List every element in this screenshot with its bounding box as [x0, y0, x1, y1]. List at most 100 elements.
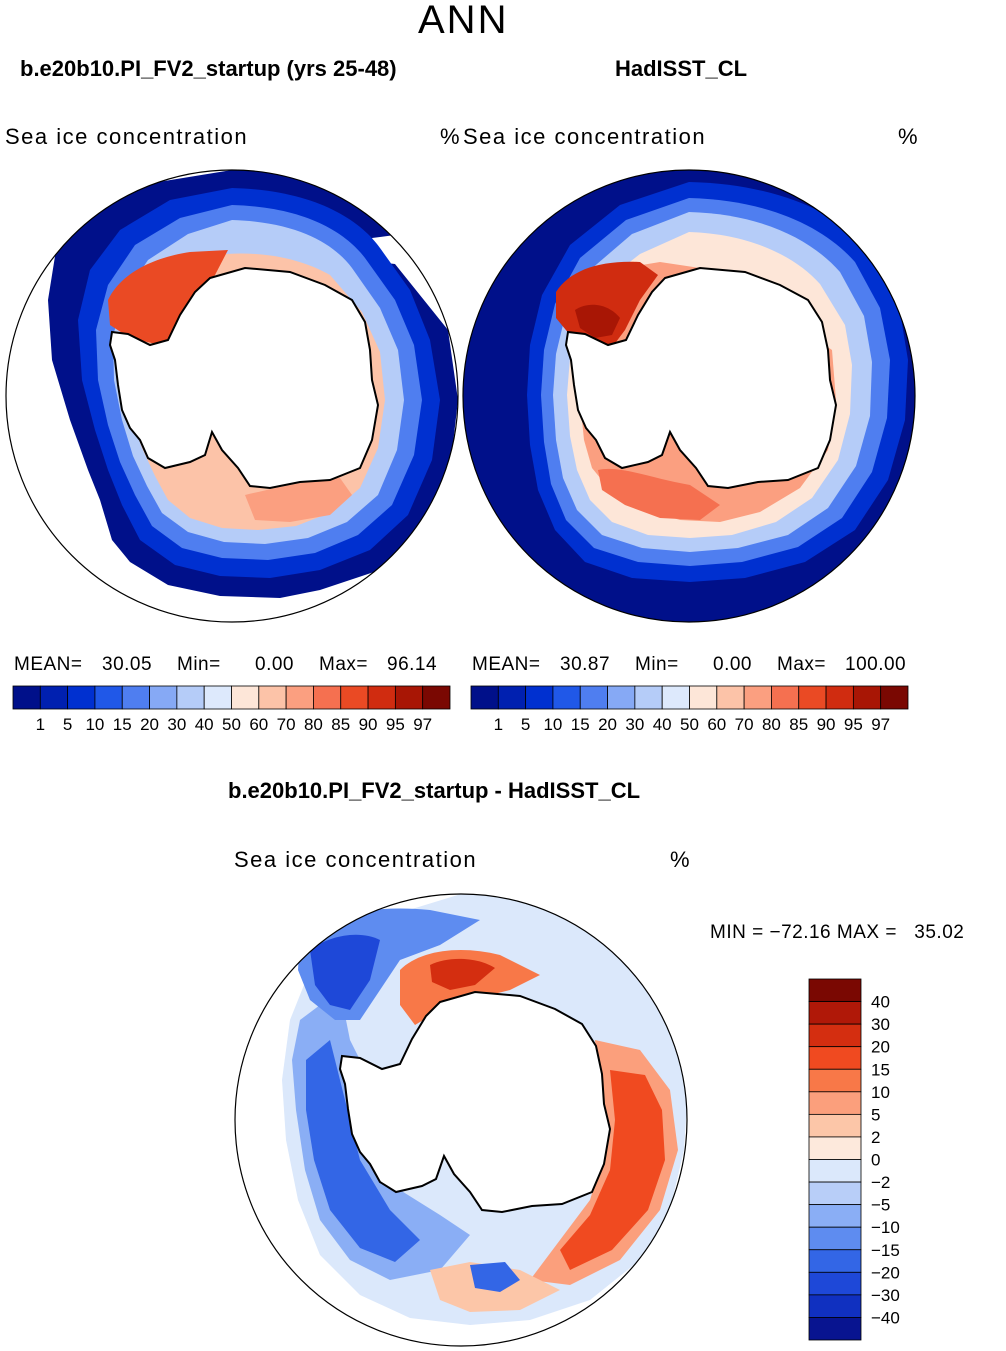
diff-ice-neg-deep [310, 934, 380, 1010]
diff-colorbar-tick-label: −10 [871, 1218, 900, 1237]
obs-colorbar: 1 5 10 15 20 30 40 50 60 70 80 85 90 95 97 [470, 685, 909, 734]
diff-antarctica [338, 990, 612, 1214]
obs-max-value: 100.00 [845, 654, 907, 675]
model-colorbar-tick-label: 95 [386, 715, 405, 734]
model-max-value: 96.14 [387, 654, 438, 675]
diff-ice-pos-east-high [560, 1070, 665, 1270]
model-colorbar-tick-label: 90 [359, 715, 378, 734]
model-colorbar-swatch-6 [176, 685, 205, 710]
diff-case-title: b.e20b10.PI_FV2_startup - HadISST_CL [228, 778, 641, 803]
obs-colorbar-tick-label: 60 [707, 715, 726, 734]
model-colorbar-tick-label: 85 [331, 715, 350, 734]
model-colorbar-swatch-10 [285, 685, 314, 710]
model-colorbar-tick-label: 1 [36, 715, 45, 734]
diff-colorbar-swatch-7 [808, 1136, 862, 1160]
diff-colorbar-swatch-13 [808, 1271, 862, 1296]
obs-colorbar-swatch-6 [634, 685, 663, 710]
diff-ice-neg-ross [470, 1262, 520, 1292]
obs-colorbar-swatch-0 [470, 685, 499, 710]
diff-ice-pos-north-high [430, 958, 495, 990]
obs-weddell-max [575, 304, 620, 338]
obs-case-title: HadISST_CL [615, 56, 748, 81]
diff-colorbar-tick-label: −20 [871, 1263, 900, 1282]
model-colorbar-tick-label: 10 [85, 715, 104, 734]
obs-colorbar-swatch-7 [661, 685, 690, 710]
diff-colorbar-swatch-1 [808, 1001, 862, 1025]
diff-colorbar-tick-label: −30 [871, 1286, 900, 1305]
model-antarctica [108, 266, 380, 490]
obs-polar-map [462, 169, 916, 623]
obs-colorbar-tick-label: 15 [571, 715, 590, 734]
diff-colorbar-tick-label: −15 [871, 1241, 900, 1260]
diff-colorbar-tick-label: 10 [871, 1083, 890, 1102]
diff-colorbar-tick-label: 40 [871, 993, 890, 1012]
model-colorbar-swatch-14 [394, 685, 424, 710]
model-mean-label: MEAN= [14, 654, 83, 675]
model-colorbar-swatch-1 [39, 685, 69, 710]
obs-colorbar-tick-label: 30 [625, 715, 644, 734]
obs-colorbar-tick-label: 95 [844, 715, 863, 734]
diff-minmax-text: MIN = −72.16 MAX = 35.02 [710, 922, 965, 943]
obs-colorbar-swatch-5 [607, 685, 636, 710]
diff-colorbar-tick-label: 20 [871, 1038, 890, 1057]
obs-colorbar-swatch-4 [579, 685, 608, 710]
obs-colorbar-tick-label: 70 [735, 715, 754, 734]
obs-colorbar-swatch-1 [497, 685, 527, 710]
model-colorbar-swatch-7 [203, 685, 232, 710]
obs-colorbar-swatch-11 [771, 685, 800, 710]
model-min-label: Min= [177, 654, 221, 675]
diff-variable-label: Sea ice concentration [234, 847, 478, 872]
diff-colorbar-tick-label: −5 [871, 1196, 890, 1215]
model-colorbar-swatch-15 [422, 685, 451, 710]
obs-ross-high [598, 468, 720, 520]
model-colorbar-swatch-12 [340, 685, 369, 710]
diff-colorbar-swatch-12 [808, 1249, 862, 1273]
obs-colorbar-tick-label: 5 [521, 715, 530, 734]
model-colorbar-swatch-13 [367, 685, 396, 710]
model-max-label: Max= [319, 654, 368, 675]
diff-units-label: % [670, 847, 692, 872]
obs-max-label: Max= [777, 654, 826, 675]
obs-mean-value: 30.87 [560, 654, 611, 675]
model-colorbar-swatch-0 [12, 685, 41, 710]
model-colorbar-swatch-3 [94, 685, 123, 710]
model-case-title: b.e20b10.PI_FV2_startup (yrs 25-48) [20, 56, 397, 81]
diff-colorbar-swatch-11 [808, 1226, 862, 1251]
diff-colorbar-swatch-3 [808, 1046, 862, 1070]
model-colorbar-tick-label: 70 [277, 715, 296, 734]
obs-colorbar-tick-label: 10 [543, 715, 562, 734]
model-colorbar-swatch-2 [67, 685, 96, 710]
diff-colorbar-tick-label: 0 [871, 1151, 880, 1170]
model-colorbar-tick-label: 15 [113, 715, 132, 734]
obs-colorbar-swatch-10 [743, 685, 772, 710]
model-colorbar-tick-label: 60 [249, 715, 268, 734]
obs-mean-label: MEAN= [472, 654, 541, 675]
obs-colorbar-tick-label: 85 [789, 715, 808, 734]
model-min-value: 0.00 [255, 654, 294, 675]
diff-colorbar-tick-label: 15 [871, 1060, 890, 1079]
obs-colorbar-tick-label: 40 [653, 715, 672, 734]
obs-antarctica [564, 266, 838, 490]
model-colorbar: 1 5 10 15 20 30 40 50 60 70 80 85 90 95 97 [12, 685, 451, 734]
model-weddell-high [108, 250, 228, 345]
diff-colorbar-tick-label: 5 [871, 1105, 880, 1124]
diff-colorbar-swatch-5 [808, 1091, 862, 1115]
model-colorbar-tick-label: 40 [195, 715, 214, 734]
diff-polar-map [234, 893, 688, 1347]
obs-colorbar-tick-label: 1 [494, 715, 503, 734]
model-colorbar-tick-label: 97 [413, 715, 432, 734]
model-colorbar-tick-label: 20 [140, 715, 159, 734]
obs-colorbar-swatch-13 [825, 685, 854, 710]
obs-min-value: 0.00 [713, 654, 752, 675]
model-variable-label: Sea ice concentration [5, 124, 249, 149]
model-ross-high [245, 478, 352, 522]
obs-colorbar-swatch-14 [852, 685, 882, 710]
model-colorbar-tick-label: 50 [222, 715, 241, 734]
model-colorbar-swatch-11 [313, 685, 342, 710]
diff-ice-neg-mid [306, 1040, 420, 1262]
obs-colorbar-tick-label: 97 [871, 715, 890, 734]
obs-colorbar-swatch-3 [552, 685, 581, 710]
obs-colorbar-swatch-2 [525, 685, 554, 710]
